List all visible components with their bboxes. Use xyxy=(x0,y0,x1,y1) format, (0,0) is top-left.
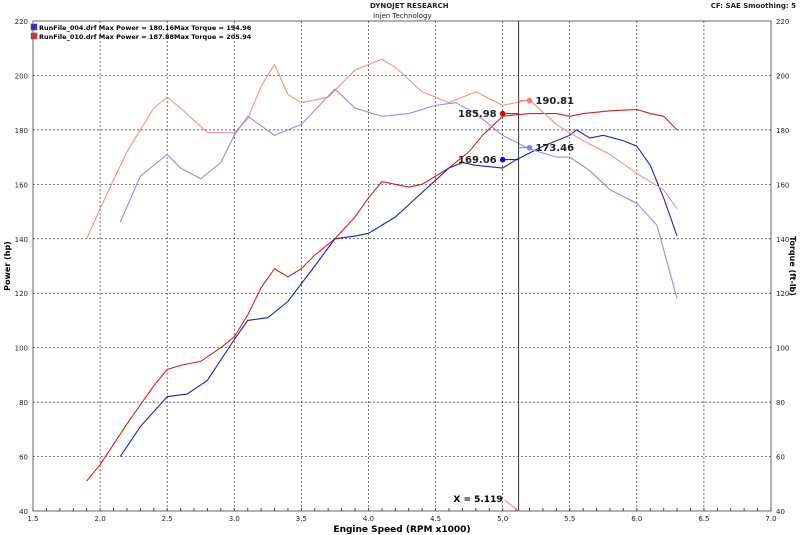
chart-title: DYNOJET RESEARCH xyxy=(370,2,449,10)
series-line-power xyxy=(86,108,678,482)
y-tick-label: 80 xyxy=(19,399,28,407)
cursor-label: X = 5.119 xyxy=(453,495,502,505)
y-tick-label: 60 xyxy=(19,454,28,462)
series-line-torque xyxy=(119,88,678,299)
legend-torque: Max Torque = 205.94 xyxy=(174,33,252,41)
marker-dot xyxy=(499,110,506,117)
x-tick-label: 6.0 xyxy=(631,515,642,523)
y-tick-label: 120 xyxy=(15,290,28,298)
x-tick-label: 2.5 xyxy=(162,515,173,523)
marker-label: 190.81 xyxy=(535,96,574,107)
y-tick-label: 160 xyxy=(15,181,28,189)
x-axis-label: Engine Speed (RPM x1000) xyxy=(333,525,470,535)
x-tick-label: 1.5 xyxy=(27,515,38,523)
y-tick-label: 140 xyxy=(15,236,28,244)
marker-label: 169.06 xyxy=(458,155,497,166)
y-axis-label: Power (hp) xyxy=(3,241,12,291)
y2-tick-label: 180 xyxy=(776,127,789,135)
y-tick-label: 200 xyxy=(15,72,28,80)
y-tick-label: 220 xyxy=(15,18,28,26)
plot-frame xyxy=(32,20,772,512)
x-tick-label: 5.0 xyxy=(497,515,508,523)
marker-label: 185.98 xyxy=(458,109,497,120)
y2-tick-label: 100 xyxy=(776,345,789,353)
y2-tick-label: 60 xyxy=(776,454,785,462)
series-line-torque xyxy=(86,58,678,240)
x-tick-label: 6.5 xyxy=(698,515,709,523)
marker-label: 173.46 xyxy=(535,143,574,154)
settings-label: CF: SAE Smoothing: 5 xyxy=(710,2,796,10)
y-tick-label: 40 xyxy=(19,508,28,516)
cursor-leader xyxy=(504,499,519,512)
marker-dot xyxy=(526,144,533,151)
marker-dot xyxy=(526,97,533,104)
legend-label: RunFile_010.drf Max Power = 187.88 xyxy=(39,33,174,41)
x-tick-label: 2.0 xyxy=(95,515,106,523)
y2-tick-label: 120 xyxy=(776,290,789,298)
y-tick-label: 100 xyxy=(15,345,28,353)
y2-tick-label: 220 xyxy=(776,18,789,26)
y2-tick-label: 160 xyxy=(776,181,789,189)
y-tick-label: 180 xyxy=(15,127,28,135)
x-tick-label: 5.5 xyxy=(564,515,575,523)
legend-label: RunFile_004.drf Max Power = 180.16 xyxy=(39,24,174,32)
chart-subtitle: Injen Technology xyxy=(373,12,432,20)
y2-tick-label: 80 xyxy=(776,399,785,407)
x-tick-label: 3.5 xyxy=(296,515,307,523)
x-tick-label: 7.0 xyxy=(765,515,776,523)
x-tick-label: 4.0 xyxy=(363,515,374,523)
legend-torque: Max Torque = 194.96 xyxy=(174,24,252,32)
legend-swatch xyxy=(30,23,38,31)
x-tick-label: 4.5 xyxy=(430,515,441,523)
y2-tick-label: 40 xyxy=(776,508,785,516)
y2-tick-label: 200 xyxy=(776,72,789,80)
marker-dot xyxy=(499,156,506,163)
y2-axis-label: Torque (ft-lb) xyxy=(788,236,797,296)
y2-tick-label: 140 xyxy=(776,236,789,244)
x-tick-label: 3.0 xyxy=(229,515,240,523)
series-line-power xyxy=(119,129,678,457)
legend-swatch xyxy=(30,32,38,40)
